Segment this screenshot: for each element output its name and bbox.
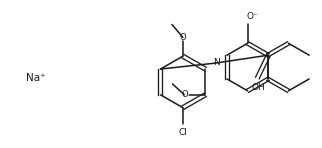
Text: O⁻: O⁻ [247,12,259,21]
Text: N: N [213,58,220,67]
Text: Na⁺: Na⁺ [26,73,45,83]
Text: OH: OH [251,83,265,92]
Text: O: O [181,90,188,99]
Text: O: O [180,33,186,42]
Text: Cl: Cl [178,128,187,137]
